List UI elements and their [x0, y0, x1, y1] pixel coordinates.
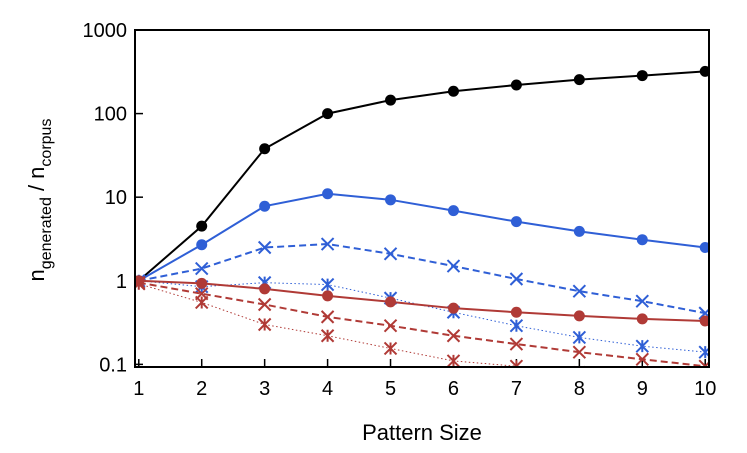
marker [573, 225, 585, 237]
marker [572, 330, 587, 345]
marker [572, 345, 587, 359]
marker [447, 302, 459, 314]
series-line [138, 280, 706, 353]
marker [698, 306, 709, 320]
marker [699, 242, 709, 254]
marker [196, 220, 208, 232]
x-tick-label: 5 [385, 378, 396, 400]
series-line [138, 192, 706, 282]
marker [320, 237, 335, 251]
marker [573, 310, 585, 322]
marker [510, 216, 522, 228]
y-tick-label: 10 [105, 187, 127, 209]
x-tick-label: 1 [133, 378, 144, 400]
marker [446, 354, 461, 367]
x-tick-label: 10 [694, 378, 716, 400]
marker [135, 277, 146, 291]
marker [447, 205, 459, 217]
marker [257, 317, 272, 332]
x-tick-label: 7 [511, 378, 522, 400]
marker [636, 313, 648, 325]
x-tick-label: 3 [259, 378, 270, 400]
y-tick-label: 0.1 [99, 354, 127, 376]
marker [509, 272, 524, 286]
y-tick-label: 1000 [83, 20, 128, 42]
marker [510, 306, 522, 318]
marker [635, 294, 649, 308]
marker [259, 200, 271, 212]
marker [636, 70, 648, 82]
x-tick-label: 8 [574, 378, 585, 400]
y-label-part: / n [24, 167, 49, 198]
marker [385, 194, 397, 206]
marker [446, 329, 461, 343]
marker [259, 283, 271, 295]
x-tick-label: 9 [637, 378, 648, 400]
marker [320, 277, 335, 292]
marker [196, 277, 208, 289]
marker [446, 259, 461, 273]
x-tick-label: 4 [322, 378, 333, 400]
marker [196, 239, 208, 251]
series-line [138, 281, 706, 367]
y-axis-label: ngenerated / ncorpus [24, 119, 55, 282]
marker [573, 74, 585, 86]
marker [572, 365, 586, 367]
x-tick-label: 6 [448, 378, 459, 400]
series-line [138, 279, 706, 323]
marker [383, 341, 398, 356]
y-tick-label: 1 [116, 271, 127, 293]
y-tick-label: 100 [94, 104, 127, 126]
series-line [138, 243, 706, 315]
marker [510, 79, 522, 91]
plot-frame [134, 29, 710, 368]
marker [322, 188, 334, 200]
marker [385, 296, 397, 308]
marker [257, 297, 272, 312]
marker [509, 337, 524, 351]
y-label-sub: corpus [38, 119, 55, 167]
marker [195, 261, 209, 276]
plot-area [135, 65, 709, 367]
marker [195, 295, 209, 310]
marker [698, 345, 709, 359]
marker [383, 319, 398, 333]
y-label-sub: generated [38, 197, 55, 269]
x-axis-label: Pattern Size [362, 420, 482, 445]
marker [572, 284, 587, 298]
marker [385, 94, 397, 106]
marker [699, 65, 709, 77]
marker [635, 339, 649, 353]
marker [259, 143, 271, 155]
marker [447, 85, 459, 97]
marker [635, 352, 649, 366]
marker [636, 234, 648, 246]
y-label-part: n [24, 269, 49, 281]
marker [322, 108, 334, 120]
marker [509, 319, 524, 333]
series-line [138, 70, 706, 282]
marker [320, 329, 335, 343]
marker [322, 290, 334, 302]
series-line [138, 283, 530, 367]
marker [383, 247, 398, 261]
x-tick-label: 2 [196, 378, 207, 400]
marker [699, 315, 709, 327]
marker [320, 310, 335, 324]
marker [257, 240, 272, 255]
